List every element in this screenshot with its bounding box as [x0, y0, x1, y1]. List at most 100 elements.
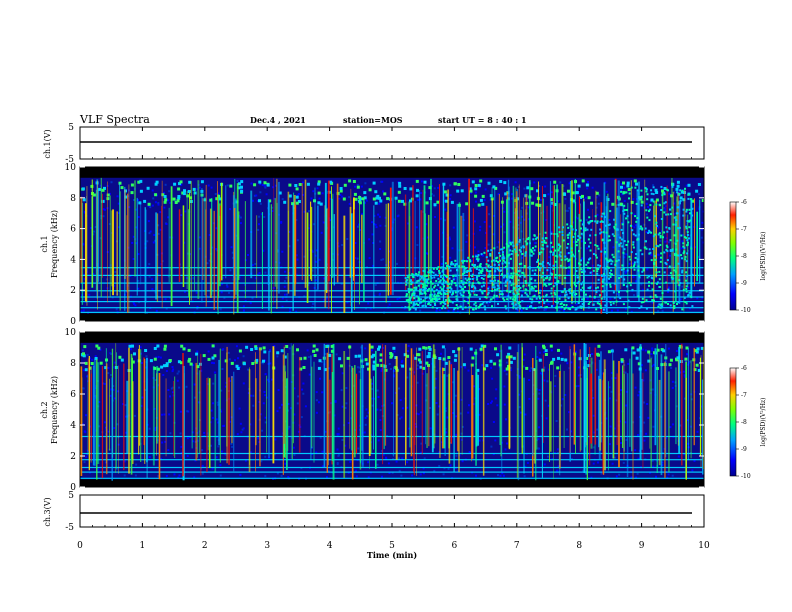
ch2-sferic-streak — [143, 357, 145, 446]
ch1-noise-pixel — [417, 198, 420, 201]
ch1-noise-pixel — [361, 212, 364, 215]
ch2-noise-pixel — [670, 367, 673, 369]
ch1-hiss-pixel — [689, 212, 691, 215]
ch1-hiss-pixel — [545, 295, 548, 298]
ch1-noise-pixel — [472, 232, 475, 235]
ch1-noise-pixel — [83, 278, 86, 281]
ch2-noise-pixel — [455, 433, 458, 436]
ch2-sferic-streak — [442, 367, 444, 449]
ch1-noise-pixel — [605, 190, 608, 193]
ch2-band-pixel — [549, 361, 553, 365]
ch2-sferic-streak — [641, 378, 643, 450]
ch1-hiss-pixel — [408, 288, 411, 291]
ch2-noise-pixel — [224, 385, 227, 388]
ch1-hiss-pixel — [590, 228, 593, 231]
ch1-hiss-pixel — [408, 299, 411, 302]
ch2-noise-pixel — [94, 355, 97, 358]
ch1-hiss-pixel — [444, 293, 447, 296]
ch1-sferic-streak — [102, 193, 103, 278]
ch1-hiss-pixel — [640, 189, 643, 192]
ch1-hiss-pixel — [441, 283, 444, 286]
ch1-hiss-pixel — [487, 249, 490, 252]
ch2-noise-pixel — [271, 378, 273, 381]
ch2-noise-pixel — [550, 349, 553, 352]
ch2-band-pixel — [94, 357, 98, 360]
ch1-hiss-pixel — [485, 263, 488, 266]
ch1-hiss-pixel — [417, 304, 420, 306]
ch1-noise-pixel — [288, 310, 291, 313]
ch1-band-pixel — [481, 194, 485, 198]
ch1-sferic-streak — [217, 181, 218, 310]
ch2-band-pixel — [403, 353, 407, 357]
ch1-emission-line — [80, 301, 704, 303]
ch2-noise-pixel — [671, 380, 674, 383]
ch1-hiss-pixel — [631, 229, 634, 232]
ch1-noise-pixel — [496, 246, 499, 249]
ch2-noise-pixel — [345, 387, 348, 389]
ch1-noise-pixel — [167, 216, 170, 219]
ch1-noise-pixel — [256, 199, 259, 202]
ch1-hiss-pixel — [418, 299, 421, 302]
ch2-band-pixel — [187, 348, 191, 352]
ch1-noise-pixel — [628, 262, 631, 265]
ch1-hiss-pixel — [447, 297, 450, 300]
ch1-hiss-pixel — [554, 276, 557, 279]
ch1-sferic-streak — [97, 180, 98, 310]
ch1-noise-pixel — [474, 191, 477, 194]
ch2-noise-pixel — [440, 352, 442, 355]
ch2-sferic-streak — [654, 348, 657, 446]
ch1-hiss-pixel — [503, 257, 506, 260]
ch1-hiss-pixel — [493, 294, 496, 297]
ch1-hiss-pixel — [662, 236, 664, 239]
ch1-hiss-pixel — [479, 266, 482, 269]
ch1-noise-pixel — [372, 242, 375, 244]
ch2-band-pixel — [163, 364, 166, 368]
ch1-band-pixel — [240, 185, 243, 189]
ch1-hiss-pixel — [635, 220, 638, 223]
ch2-noise-pixel — [222, 348, 225, 351]
ch2-noise-pixel — [116, 423, 119, 426]
ch1-hiss-pixel — [514, 297, 517, 300]
ch1-hiss-pixel — [455, 263, 458, 266]
ch1-band-pixel — [611, 202, 615, 206]
ch1-hiss-pixel — [497, 284, 500, 287]
ch1-sferic-streak — [111, 210, 113, 287]
ch1-noise-pixel — [488, 286, 490, 288]
ch1-noise-pixel — [680, 247, 683, 250]
ch1-hiss-pixel — [440, 266, 442, 269]
ch2-noise-pixel — [185, 385, 188, 388]
ch1-hiss-pixel — [444, 280, 447, 283]
ch1-hiss-pixel — [594, 220, 597, 223]
ch2-noise-pixel — [148, 456, 151, 459]
ch1-hiss-pixel — [469, 293, 472, 296]
ch1-sferic-streak — [306, 212, 309, 303]
ch2-band-pixel — [330, 344, 334, 348]
ch1-hiss-pixel — [568, 232, 571, 235]
ch1-band-pixel — [342, 197, 346, 201]
ch2-sferic-streak — [629, 358, 631, 447]
ch2-sferic-streak — [626, 373, 629, 477]
ch1-noise-pixel — [554, 264, 557, 267]
ch1-hiss-pixel — [650, 231, 653, 234]
ch1-hiss-pixel — [618, 290, 620, 293]
ch1-noise-pixel — [672, 191, 675, 194]
ch1-noise-pixel — [368, 238, 371, 241]
ch2-noise-pixel — [416, 381, 419, 384]
ch2-sferic-streak — [329, 379, 331, 454]
ch1-sferic-streak — [213, 210, 215, 310]
ch1-hiss-pixel — [494, 288, 496, 291]
ch2-sferic-streak — [427, 365, 430, 447]
ch1-hiss-pixel — [509, 249, 512, 252]
ch1-sferic-streak — [554, 185, 555, 279]
ch1-hiss-pixel — [411, 288, 414, 291]
ch1-noise-pixel — [439, 217, 442, 220]
ch1-hiss-pixel — [679, 282, 682, 285]
ch1-noise-pixel — [550, 230, 553, 233]
ch2-noise-pixel — [634, 449, 637, 452]
ch1-sferic-streak — [389, 187, 392, 295]
ch1-hiss-pixel — [689, 219, 692, 222]
ch1-noise-pixel — [388, 261, 391, 264]
ch1-noise-pixel — [543, 309, 546, 311]
ch2-noise-pixel — [449, 442, 452, 444]
ch1-hiss-pixel — [627, 299, 630, 302]
